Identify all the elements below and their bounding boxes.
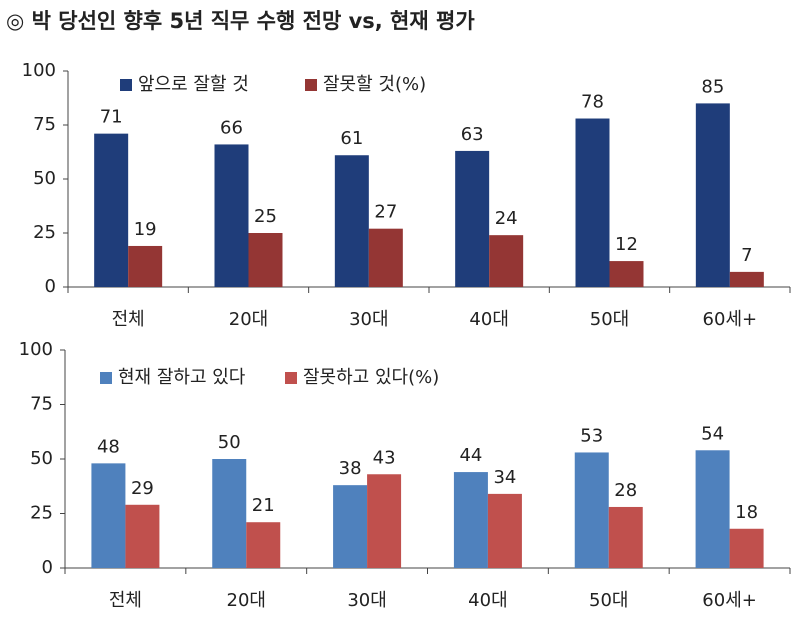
bar <box>367 474 402 568</box>
y-tick-label: 0 <box>45 276 56 297</box>
bar <box>575 118 610 288</box>
value-label: 12 <box>615 234 638 255</box>
value-label: 7 <box>741 245 752 266</box>
bar <box>574 452 609 568</box>
bar <box>695 103 730 288</box>
value-label: 24 <box>495 208 518 229</box>
value-label: 21 <box>252 495 275 516</box>
x-tick-label: 60세+ <box>703 309 758 330</box>
y-tick-label: 100 <box>22 60 56 81</box>
x-tick-label: 40대 <box>468 590 507 611</box>
value-label: 85 <box>701 76 724 97</box>
x-tick-label: 20대 <box>229 309 268 330</box>
x-tick-label: 60세+ <box>702 590 757 611</box>
bar <box>246 522 281 568</box>
value-label: 66 <box>220 117 243 138</box>
bar <box>94 133 129 287</box>
bar <box>248 233 283 287</box>
value-label: 44 <box>459 445 482 466</box>
value-label: 25 <box>254 206 277 227</box>
x-tick-label: 40대 <box>469 309 508 330</box>
legend-label: 잘못하고 있다(%) <box>303 367 439 388</box>
y-tick-label: 75 <box>30 394 53 415</box>
bar <box>91 463 126 568</box>
x-tick-label: 50대 <box>590 309 629 330</box>
bar <box>125 504 160 568</box>
x-tick-label: 전체 <box>109 590 142 611</box>
value-label: 38 <box>339 458 362 479</box>
y-tick-label: 0 <box>42 557 53 578</box>
y-tick-label: 50 <box>33 168 56 189</box>
legend-swatch <box>100 372 112 384</box>
y-tick-label: 25 <box>30 503 53 524</box>
bar <box>729 528 764 568</box>
legend-label: 앞으로 잘할 것 <box>138 74 249 95</box>
value-label: 19 <box>134 219 157 240</box>
value-label: 48 <box>97 436 120 457</box>
page-title: ◎ 박 당선인 향후 5년 직무 수행 전망 vs, 현재 평가 <box>6 9 475 33</box>
bar <box>455 150 490 287</box>
x-tick-label: 20대 <box>227 590 266 611</box>
value-label: 50 <box>218 432 241 453</box>
value-label: 28 <box>614 480 637 501</box>
value-label: 18 <box>735 502 758 523</box>
y-tick-label: 75 <box>33 114 56 135</box>
bar <box>695 450 730 568</box>
y-tick-label: 25 <box>33 222 56 243</box>
value-label: 63 <box>461 124 484 145</box>
bar <box>128 245 163 287</box>
legend-swatch <box>120 79 132 91</box>
y-tick-label: 50 <box>30 448 53 469</box>
x-tick-label: 30대 <box>349 309 388 330</box>
value-label: 53 <box>580 425 603 446</box>
bar <box>489 235 524 287</box>
bar <box>212 459 247 568</box>
value-label: 27 <box>374 202 397 223</box>
legend-label: 현재 잘하고 있다 <box>118 367 246 388</box>
bar <box>729 271 764 287</box>
bar <box>334 155 369 287</box>
value-label: 61 <box>340 128 363 149</box>
value-label: 54 <box>701 423 724 444</box>
x-tick-label: 30대 <box>347 590 386 611</box>
value-label: 78 <box>581 92 604 113</box>
legend-label: 잘못할 것(%) <box>323 74 426 95</box>
bar <box>609 261 644 287</box>
bar <box>368 228 403 287</box>
legend-swatch <box>305 79 317 91</box>
bar <box>453 472 488 568</box>
value-label: 71 <box>100 107 123 128</box>
bar <box>487 493 522 568</box>
bar <box>333 485 368 568</box>
legend-swatch <box>285 372 297 384</box>
y-tick-label: 100 <box>19 339 53 360</box>
value-label: 43 <box>373 447 396 468</box>
value-label: 34 <box>493 467 516 488</box>
bar <box>608 506 643 568</box>
value-label: 29 <box>131 478 154 499</box>
bar <box>214 144 249 287</box>
x-tick-label: 50대 <box>589 590 628 611</box>
x-tick-label: 전체 <box>112 309 145 330</box>
